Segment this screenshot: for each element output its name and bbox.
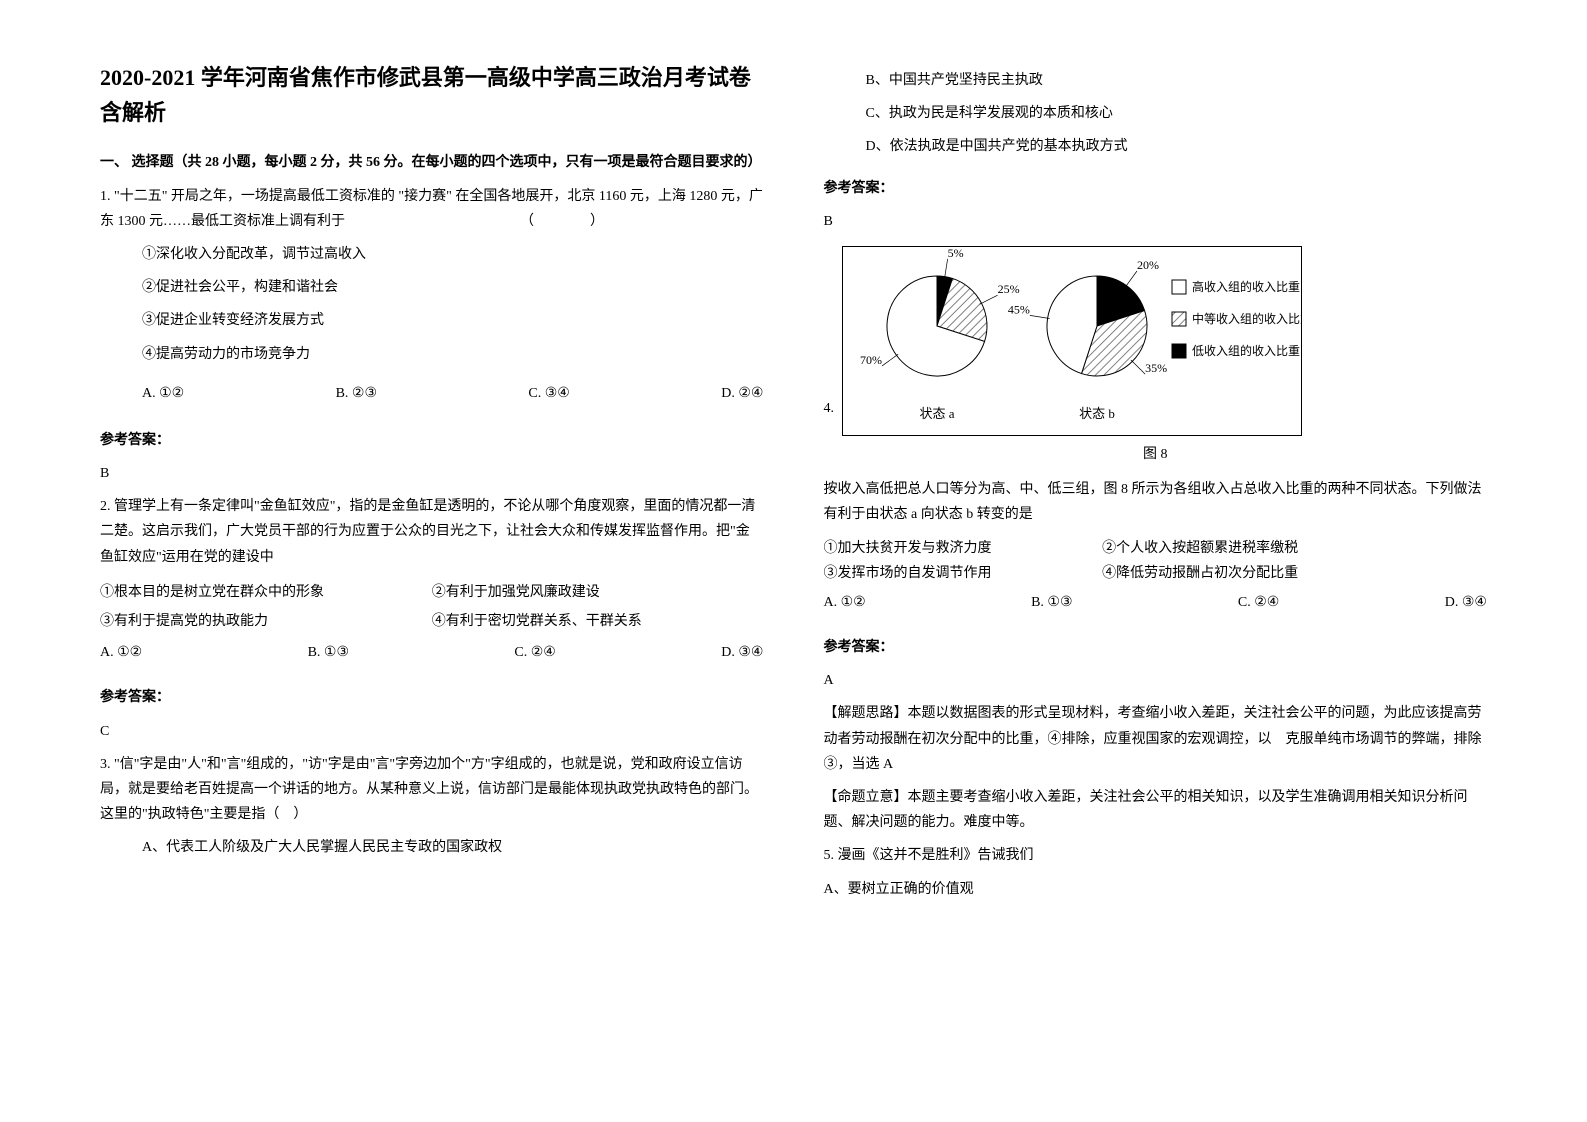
q1-choice-b: B. ②③ <box>336 381 377 406</box>
q3-choice-b: B、中国共产党坚持民主执政 <box>824 68 1488 93</box>
q3-choice-c: C、执政为民是科学发展观的本质和核心 <box>824 101 1488 126</box>
q3-answer: B <box>824 209 1488 234</box>
q1-choice-c: C. ③④ <box>528 381 569 406</box>
q2-answer-label: 参考答案： <box>100 685 764 710</box>
svg-text:中等收入组的收入比重: 中等收入组的收入比重 <box>1192 311 1302 326</box>
q4-choices: A. ①② B. ①③ C. ②④ D. ③④ <box>824 586 1488 619</box>
q4-opts: ①加大扶贫开发与救济力度 ②个人收入按超额累进税率缴税 ③发挥市场的自发调节作用… <box>824 536 1488 586</box>
q4-choice-d: D. ③④ <box>1445 590 1487 615</box>
svg-text:5%: 5% <box>948 246 964 260</box>
q5-stem: 5. 漫画《这并不是胜利》告诫我们 <box>824 843 1488 868</box>
q2-choice-d: D. ③④ <box>721 640 763 665</box>
q3-stem: 3. "信"字是由"人"和"言"组成的，"访"字是由"言"字旁边加个"方"字组成… <box>100 752 764 828</box>
q4-opt1: ①加大扶贫开发与救济力度 <box>824 536 1103 561</box>
q2-opts: ①根本目的是树立党在群众中的形象 ②有利于加强党风廉政建设 ③有利于提高党的执政… <box>100 578 764 636</box>
q2-opt4: ④有利于密切党群关系、干群关系 <box>432 607 764 636</box>
q1-answer: B <box>100 461 764 486</box>
svg-text:70%: 70% <box>860 353 882 367</box>
q1-stem: 1. "十二五" 开局之年，一场提高最低工资标准的 "接力赛" 在全国各地展开，… <box>100 184 764 234</box>
q2-choices: A. ①② B. ①③ C. ②④ D. ③④ <box>100 636 764 669</box>
svg-text:20%: 20% <box>1137 258 1159 272</box>
q1-opt3: ③促进企业转变经济发展方式 <box>100 308 764 333</box>
q4-explanation-1: 【解题思路】本题以数据图表的形式呈现材料，考查缩小收入差距，关注社会公平的问题，… <box>824 701 1488 777</box>
q3-choice-a: A、代表工人阶级及广大人民掌握人民民主专政的国家政权 <box>100 835 764 860</box>
svg-text:45%: 45% <box>1008 302 1030 316</box>
q1-opt2: ②促进社会公平，构建和谐社会 <box>100 275 764 300</box>
q4-choice-a: A. ①② <box>824 590 866 615</box>
q4-answer-label: 参考答案： <box>824 635 1488 660</box>
q1-choice-d: D. ②④ <box>721 381 763 406</box>
q4-pie-chart: 5% 25% 70% 20% 35% 45% 状态 a 状态 b 高收入组的收入比重中等收入组的… <box>842 246 1302 436</box>
q4-opt2: ②个人收入按超额累进税率缴税 <box>1102 536 1487 561</box>
q2-choice-b: B. ①③ <box>308 640 349 665</box>
q1-opt4: ④提高劳动力的市场竞争力 <box>100 342 764 367</box>
left-column: 2020-2021 学年河南省焦作市修武县第一高级中学高三政治月考试卷含解析 一… <box>100 60 764 1062</box>
q2-choice-c: C. ②④ <box>514 640 555 665</box>
q4-explanation-2: 【命题立意】本题主要考查缩小收入差距，关注社会公平的相关知识，以及学生准确调用相… <box>824 785 1488 835</box>
q2-answer: C <box>100 719 764 744</box>
section-heading: 一、 选择题（共 28 小题，每小题 2 分，共 56 分。在每小题的四个选项中… <box>100 150 764 175</box>
q2-opt3: ③有利于提高党的执政能力 <box>100 607 432 636</box>
q1-choice-a: A. ①② <box>142 381 184 406</box>
svg-text:低收入组的收入比重: 低收入组的收入比重 <box>1192 343 1300 358</box>
q4-stem: 按收入高低把总人口等分为高、中、低三组，图 8 所示为各组收入占总收入比重的两种… <box>824 477 1488 527</box>
svg-text:高收入组的收入比重: 高收入组的收入比重 <box>1192 279 1300 294</box>
q2-choice-a: A. ①② <box>100 640 142 665</box>
doc-title: 2020-2021 学年河南省焦作市修武县第一高级中学高三政治月考试卷含解析 <box>100 60 764 130</box>
q2-opt2: ②有利于加强党风廉政建设 <box>432 578 764 607</box>
q2-opt1: ①根本目的是树立党在群众中的形象 <box>100 578 432 607</box>
q4-number: 4. <box>824 246 835 421</box>
q4-caption: 图 8 <box>824 442 1488 467</box>
q1-choices: A. ①② B. ②③ C. ③④ D. ②④ <box>100 375 764 412</box>
q4-chart-wrap: 4. 5% 25% 70% 20% 35% 45% 状态 a 状态 b 高收入组的收入比重中等收… <box>824 246 1488 436</box>
svg-text:状态 a: 状态 a <box>919 406 954 421</box>
q5-choice-a: A、要树立正确的价值观 <box>824 877 1488 902</box>
q4-choice-c: C. ②④ <box>1238 590 1279 615</box>
q4-opt3: ③发挥市场的自发调节作用 <box>824 561 1103 586</box>
q3-choice-d: D、依法执政是中国共产党的基本执政方式 <box>824 134 1488 159</box>
q1-answer-label: 参考答案： <box>100 428 764 453</box>
right-column: B、中国共产党坚持民主执政 C、执政为民是科学发展观的本质和核心 D、依法执政是… <box>824 60 1488 1062</box>
q4-answer: A <box>824 668 1488 693</box>
q2-stem: 2. 管理学上有一条定律叫"金鱼缸效应"，指的是金鱼缸是透明的，不论从哪个角度观… <box>100 494 764 570</box>
q4-opt4: ④降低劳动报酬占初次分配比重 <box>1102 561 1487 586</box>
svg-text:状态 b: 状态 b <box>1079 406 1115 421</box>
svg-text:35%: 35% <box>1145 361 1167 375</box>
q3-answer-label: 参考答案： <box>824 176 1488 201</box>
q4-choice-b: B. ①③ <box>1031 590 1072 615</box>
q1-opt1: ①深化收入分配改革，调节过高收入 <box>100 242 764 267</box>
svg-text:25%: 25% <box>998 282 1020 296</box>
